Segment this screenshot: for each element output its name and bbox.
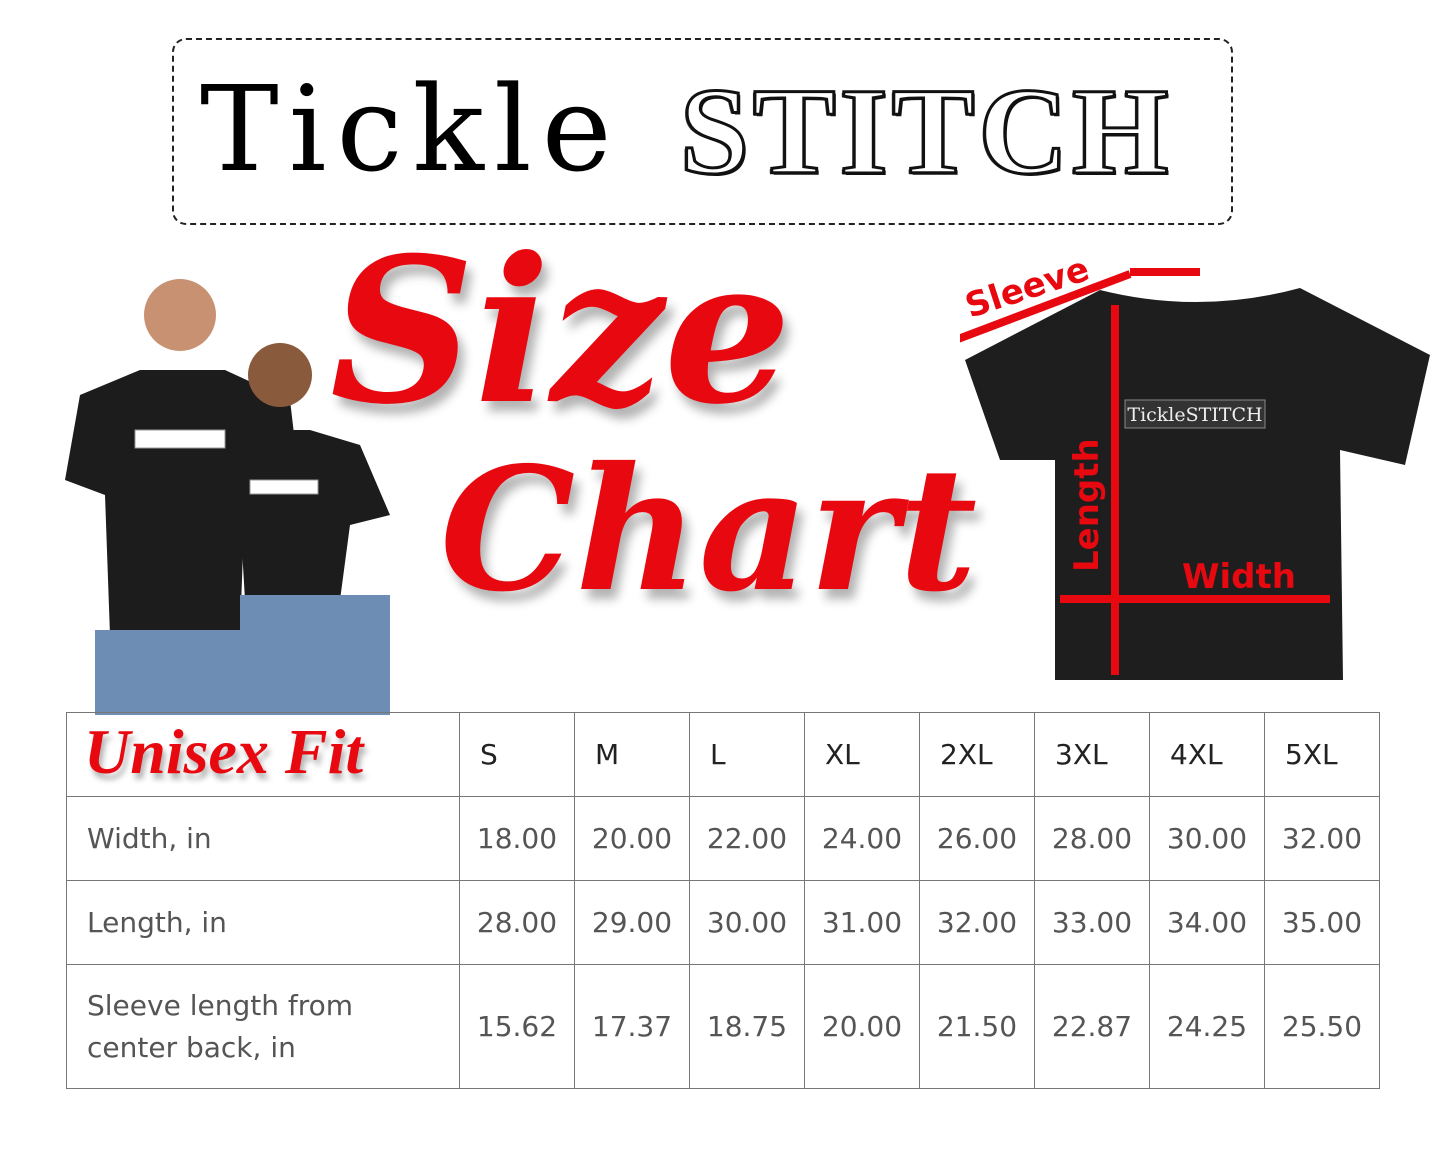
width-label: Width [1182,557,1296,597]
man-head [144,279,216,351]
brand-logo-stitch: STITCH [679,63,1173,200]
size-col: M [574,712,690,797]
cell: 28.00 [1034,796,1150,881]
cell: 29.00 [574,880,690,965]
brand-logo-tickle: Tickle [200,60,622,198]
tshirt-diagram: TickleSTITCH Sleeve Length Width [960,260,1430,680]
cell: 33.00 [1034,880,1150,965]
man-shirt-print [134,429,226,449]
cell: 30.00 [1149,796,1265,881]
cell: 18.75 [689,964,805,1089]
cell: 30.00 [689,880,805,965]
cell: 20.00 [804,964,920,1089]
length-label: Length [1067,438,1107,572]
shirt-print: TickleSTITCH [1127,404,1262,426]
size-col: 5XL [1264,712,1380,797]
cell: 15.62 [459,964,575,1089]
row-label: Sleeve length from center back, in [66,964,460,1089]
cell: 35.00 [1264,880,1380,965]
size-col: XL [804,712,920,797]
table-row: Width, in 18.00 20.00 22.00 24.00 26.00 … [66,796,1380,881]
title-chart: Chart [440,430,978,630]
cell: 20.00 [574,796,690,881]
size-col: 4XL [1149,712,1265,797]
header-corner [66,712,460,797]
cell: 22.87 [1034,964,1150,1089]
woman-shirt [230,430,390,600]
unisex-fit-label: Unisex Fit [84,716,364,787]
cell: 18.00 [459,796,575,881]
shirt-print-box [1124,399,1266,429]
cell: 31.00 [804,880,920,965]
cell: 32.00 [919,880,1035,965]
logo-frame [172,38,1233,225]
cell: 21.50 [919,964,1035,1089]
sleeve-line [960,270,1132,343]
cell: 24.00 [804,796,920,881]
cell: 34.00 [1149,880,1265,965]
size-col: L [689,712,805,797]
man-jeans [95,630,245,715]
cell: 22.00 [689,796,805,881]
cell: 28.00 [459,880,575,965]
cell: 24.25 [1149,964,1265,1089]
size-col: 3XL [1034,712,1150,797]
cell: 26.00 [919,796,1035,881]
cell: 32.00 [1264,796,1380,881]
row-label: Width, in [66,796,460,881]
size-col: S [459,712,575,797]
models-photo [65,279,390,715]
table-row: Sleeve length from center back, in 15.62… [66,964,1380,1089]
title-size: Size [330,214,792,449]
size-table: S M L XL 2XL 3XL 4XL 5XL Width, in 18.00… [66,712,1380,1089]
woman-shirt-print [249,479,319,495]
size-col: 2XL [919,712,1035,797]
table-header-row: S M L XL 2XL 3XL 4XL 5XL [66,712,1380,797]
table-row: Length, in 28.00 29.00 30.00 31.00 32.00… [66,880,1380,965]
row-label: Length, in [66,880,460,965]
woman-jeans [240,595,390,715]
woman-head [248,343,312,407]
cell: 25.50 [1264,964,1380,1089]
tshirt-shape [965,288,1430,680]
cell: 17.37 [574,964,690,1089]
